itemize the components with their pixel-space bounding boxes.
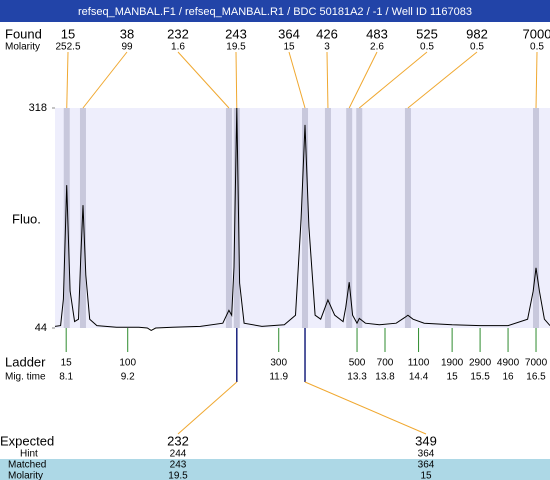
- peak-band: [225, 108, 232, 328]
- found-size: 243: [225, 26, 247, 41]
- found-label: Found: [5, 26, 42, 41]
- y-tick-label: 44: [35, 322, 47, 334]
- ladder-size: 300: [270, 358, 287, 369]
- hint-size: 244: [170, 449, 187, 460]
- peak-connector: [177, 51, 230, 109]
- found-molarity: 15: [283, 42, 295, 53]
- found-molarity: 3: [324, 42, 330, 53]
- title-bar: [0, 0, 550, 22]
- matched-size: 243: [170, 460, 187, 471]
- matched-molarity: 19.5: [168, 471, 188, 480]
- peak-connector: [535, 51, 538, 109]
- hint-label: Hint: [20, 449, 38, 460]
- ladder-time: 13.8: [375, 372, 395, 383]
- peak-connector: [66, 51, 69, 109]
- ladder-size: 4900: [497, 358, 520, 369]
- expected-size: 232: [167, 433, 189, 448]
- ladder-size: 1900: [441, 358, 464, 369]
- mig-time-label: Mig. time: [5, 372, 46, 383]
- expected-label: Expected: [0, 433, 54, 448]
- matched-size: 364: [418, 460, 435, 471]
- found-size: 15: [61, 26, 75, 41]
- found-molarity: 0.5: [420, 42, 434, 53]
- found-size: 38: [120, 26, 134, 41]
- ladder-size: 2900: [469, 358, 492, 369]
- ladder-size: 100: [119, 358, 136, 369]
- peak-band: [79, 108, 86, 328]
- matched-label: Matched: [8, 460, 46, 471]
- expected-size: 349: [415, 433, 437, 448]
- peak-connector: [407, 51, 478, 109]
- matched-molarity: 15: [420, 471, 432, 480]
- ladder-size: 700: [377, 358, 394, 369]
- peak-connector: [358, 51, 428, 109]
- ladder-size: 15: [61, 358, 73, 369]
- title: refseq_MANBAL.F1 / refseq_MANBAL.R1 / BD…: [78, 6, 472, 18]
- expected-connector: [177, 381, 238, 435]
- ladder-time: 14.4: [409, 372, 429, 383]
- peak-band: [233, 108, 240, 328]
- peak-band: [356, 108, 363, 328]
- peak-band: [324, 108, 331, 328]
- found-molarity: 2.6: [370, 42, 384, 53]
- found-molarity: 0.5: [530, 42, 544, 53]
- found-size: 483: [366, 26, 388, 41]
- expected-connector: [304, 381, 427, 435]
- found-molarity: 0.5: [470, 42, 484, 53]
- ladder-time: 8.1: [59, 372, 73, 383]
- found-size: 232: [167, 26, 189, 41]
- found-size: 364: [278, 26, 300, 41]
- ladder-time: 15: [447, 372, 459, 383]
- found-molarity: 252.5: [55, 42, 80, 53]
- matched-rows: [0, 459, 550, 480]
- molarity-label: Molarity: [5, 42, 40, 53]
- found-size: 982: [466, 26, 488, 41]
- ladder-time: 13.3: [347, 372, 367, 383]
- peak-band: [302, 108, 309, 328]
- found-size: 7000: [523, 26, 550, 41]
- found-molarity: 19.5: [226, 42, 246, 53]
- found-size: 426: [316, 26, 338, 41]
- y-tick-label: 318: [29, 102, 47, 114]
- ladder-time: 16: [502, 372, 514, 383]
- y-axis-label: Fluo.: [12, 211, 41, 226]
- peak-connector: [82, 51, 128, 109]
- ladder-time: 16.5: [526, 372, 546, 383]
- peak-band: [533, 108, 540, 328]
- ladder-size: 7000: [525, 358, 548, 369]
- ladder-size: 500: [349, 358, 366, 369]
- peak-connector: [288, 51, 306, 109]
- ladder-time: 15.5: [470, 372, 490, 383]
- hint-size: 364: [418, 449, 435, 460]
- peak-connector: [348, 51, 378, 109]
- found-molarity: 99: [121, 42, 133, 53]
- peak-connector: [235, 51, 238, 109]
- trace: [54, 107, 550, 331]
- ladder-label: Ladder: [5, 354, 46, 369]
- peak-band: [346, 108, 353, 328]
- molarity-row-label: Molarity: [8, 471, 43, 480]
- peak-band: [404, 108, 411, 328]
- peak-connector: [326, 51, 329, 109]
- ladder-size: 1100: [408, 358, 430, 369]
- found-molarity: 1.6: [171, 42, 185, 53]
- ladder-time: 11.9: [269, 372, 288, 383]
- peak-band: [63, 108, 70, 328]
- ladder-time: 9.2: [121, 372, 135, 383]
- found-size: 525: [416, 26, 438, 41]
